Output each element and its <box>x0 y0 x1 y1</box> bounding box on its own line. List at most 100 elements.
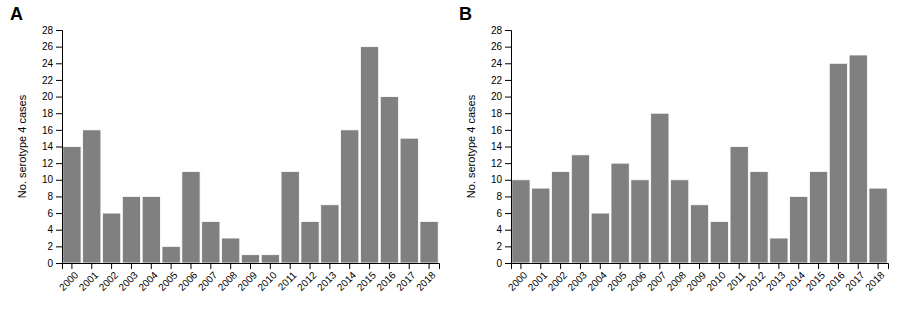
bar <box>790 196 808 263</box>
y-axis-label: No. serotype 4 cases <box>16 94 28 198</box>
y-axis-label: No. serotype 4 cases <box>465 94 477 198</box>
bar <box>380 97 398 263</box>
x-tick: 2004 <box>136 263 160 293</box>
tick-mark <box>56 80 62 81</box>
tick-mark <box>505 113 511 114</box>
x-tick: 2011 <box>725 263 748 292</box>
y-tick: 6 <box>496 208 511 219</box>
y-tick: 20 <box>42 91 62 102</box>
bar <box>281 171 299 263</box>
tick-mark <box>56 180 62 181</box>
tick-label: 10 <box>491 174 503 185</box>
axis-line <box>63 264 440 270</box>
bar <box>182 171 200 263</box>
bar <box>202 221 220 263</box>
bar <box>611 163 629 263</box>
y-tick: 24 <box>491 58 511 69</box>
tick-label: 8 <box>47 191 53 202</box>
tick-label: 2004 <box>585 269 609 293</box>
tick-mark <box>505 230 511 231</box>
tick-mark <box>56 147 62 148</box>
tick-mark <box>56 30 62 31</box>
y-tick: 2 <box>47 241 62 252</box>
bar <box>571 155 589 263</box>
tick-label: 4 <box>496 224 502 235</box>
tick-mark <box>56 47 62 48</box>
bar <box>551 171 569 263</box>
y-tick: 14 <box>491 141 511 152</box>
x-tick: 2015 <box>804 263 828 293</box>
x-tick: 2005 <box>605 263 629 293</box>
tick-mark <box>56 113 62 114</box>
y-tick: 10 <box>491 174 511 185</box>
tick-label: 6 <box>496 208 502 219</box>
bar <box>809 171 827 263</box>
tick-label: 24 <box>42 58 54 69</box>
tick-label: 2004 <box>136 269 160 293</box>
tick-mark <box>798 263 799 269</box>
tick-mark <box>505 196 511 197</box>
tick-mark <box>505 263 511 264</box>
x-tick: 2007 <box>196 263 220 293</box>
bar <box>869 188 887 263</box>
x-tick: 2007 <box>645 263 669 293</box>
tick-mark <box>270 263 271 269</box>
tick-label: 2017 <box>394 269 418 293</box>
tick-label: 2006 <box>625 269 649 293</box>
bar <box>341 130 359 263</box>
x-tick: 2016 <box>374 263 398 293</box>
y-tick: 4 <box>47 224 62 235</box>
tick-label: 2001 <box>77 269 101 293</box>
tick-label: 2002 <box>546 269 570 293</box>
tick-mark <box>818 263 819 269</box>
tick-label: 8 <box>496 191 502 202</box>
y-tick: 2 <box>496 241 511 252</box>
tick-label: 2016 <box>374 269 398 293</box>
x-tick: 2002 <box>546 263 570 293</box>
x-tick: 2015 <box>355 263 379 293</box>
bar <box>261 255 279 263</box>
tick-label: 14 <box>42 141 54 152</box>
y-tick: 6 <box>47 208 62 219</box>
tick-mark <box>699 263 700 269</box>
tick-mark <box>505 213 511 214</box>
tick-mark <box>131 263 132 269</box>
tick-label: 2015 <box>355 269 379 293</box>
tick-mark <box>56 230 62 231</box>
bar <box>142 196 160 263</box>
tick-mark <box>56 163 62 164</box>
x-tick: 2003 <box>116 263 140 293</box>
bar <box>750 171 768 263</box>
tick-mark <box>56 263 62 264</box>
x-tick: 2008 <box>665 263 689 293</box>
x-tick: 2009 <box>235 263 259 293</box>
tick-mark <box>505 246 511 247</box>
tick-mark <box>858 263 859 269</box>
x-axis: 2000200120022003200420052006200720082009… <box>57 263 440 293</box>
y-tick: 28 <box>42 25 62 36</box>
x-tick: 2013 <box>764 263 788 293</box>
tick-label: 2005 <box>605 269 629 293</box>
tick-mark <box>600 263 601 269</box>
y-tick: 0 <box>496 258 511 269</box>
tick-mark <box>409 263 410 269</box>
tick-mark <box>505 63 511 64</box>
tick-mark <box>56 63 62 64</box>
y-tick: 18 <box>42 108 62 119</box>
tick-mark <box>329 263 330 269</box>
tick-mark <box>56 246 62 247</box>
tick-label: 2007 <box>645 269 669 293</box>
tick-mark <box>719 263 720 269</box>
x-tick: 2000 <box>57 263 81 293</box>
tick-label: 22 <box>42 75 54 86</box>
tick-label: 0 <box>496 258 502 269</box>
tick-mark <box>210 263 211 269</box>
bar <box>241 255 259 263</box>
tick-label: 16 <box>491 125 503 136</box>
tick-label: 20 <box>42 91 54 102</box>
tick-label: 2009 <box>235 269 259 293</box>
tick-label: 2012 <box>295 269 319 293</box>
tick-mark <box>838 263 839 269</box>
tick-mark <box>429 263 430 269</box>
x-tick: 2013 <box>315 263 339 293</box>
